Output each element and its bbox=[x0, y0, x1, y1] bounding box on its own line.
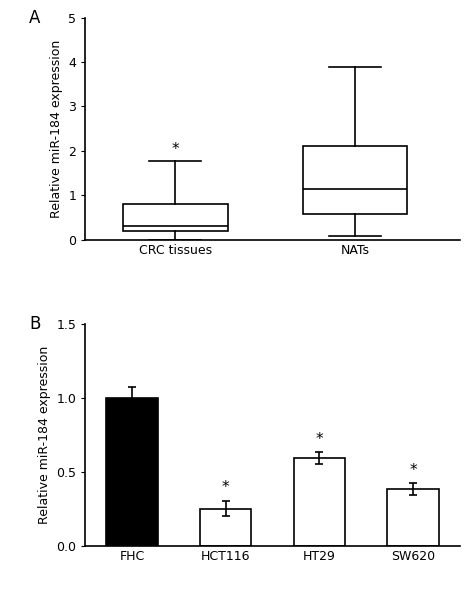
PathPatch shape bbox=[123, 204, 228, 231]
Text: *: * bbox=[222, 480, 229, 495]
Text: A: A bbox=[29, 9, 40, 27]
Text: B: B bbox=[29, 315, 40, 333]
Bar bbox=[200, 509, 252, 546]
Bar bbox=[387, 489, 439, 546]
Bar bbox=[106, 398, 158, 546]
Text: *: * bbox=[172, 142, 179, 158]
Bar bbox=[293, 458, 345, 546]
Text: *: * bbox=[409, 463, 417, 477]
PathPatch shape bbox=[302, 145, 407, 214]
Y-axis label: Relative miR-184 expression: Relative miR-184 expression bbox=[50, 40, 63, 218]
Y-axis label: Relative miR-184 expression: Relative miR-184 expression bbox=[38, 346, 51, 524]
Text: *: * bbox=[316, 432, 323, 447]
